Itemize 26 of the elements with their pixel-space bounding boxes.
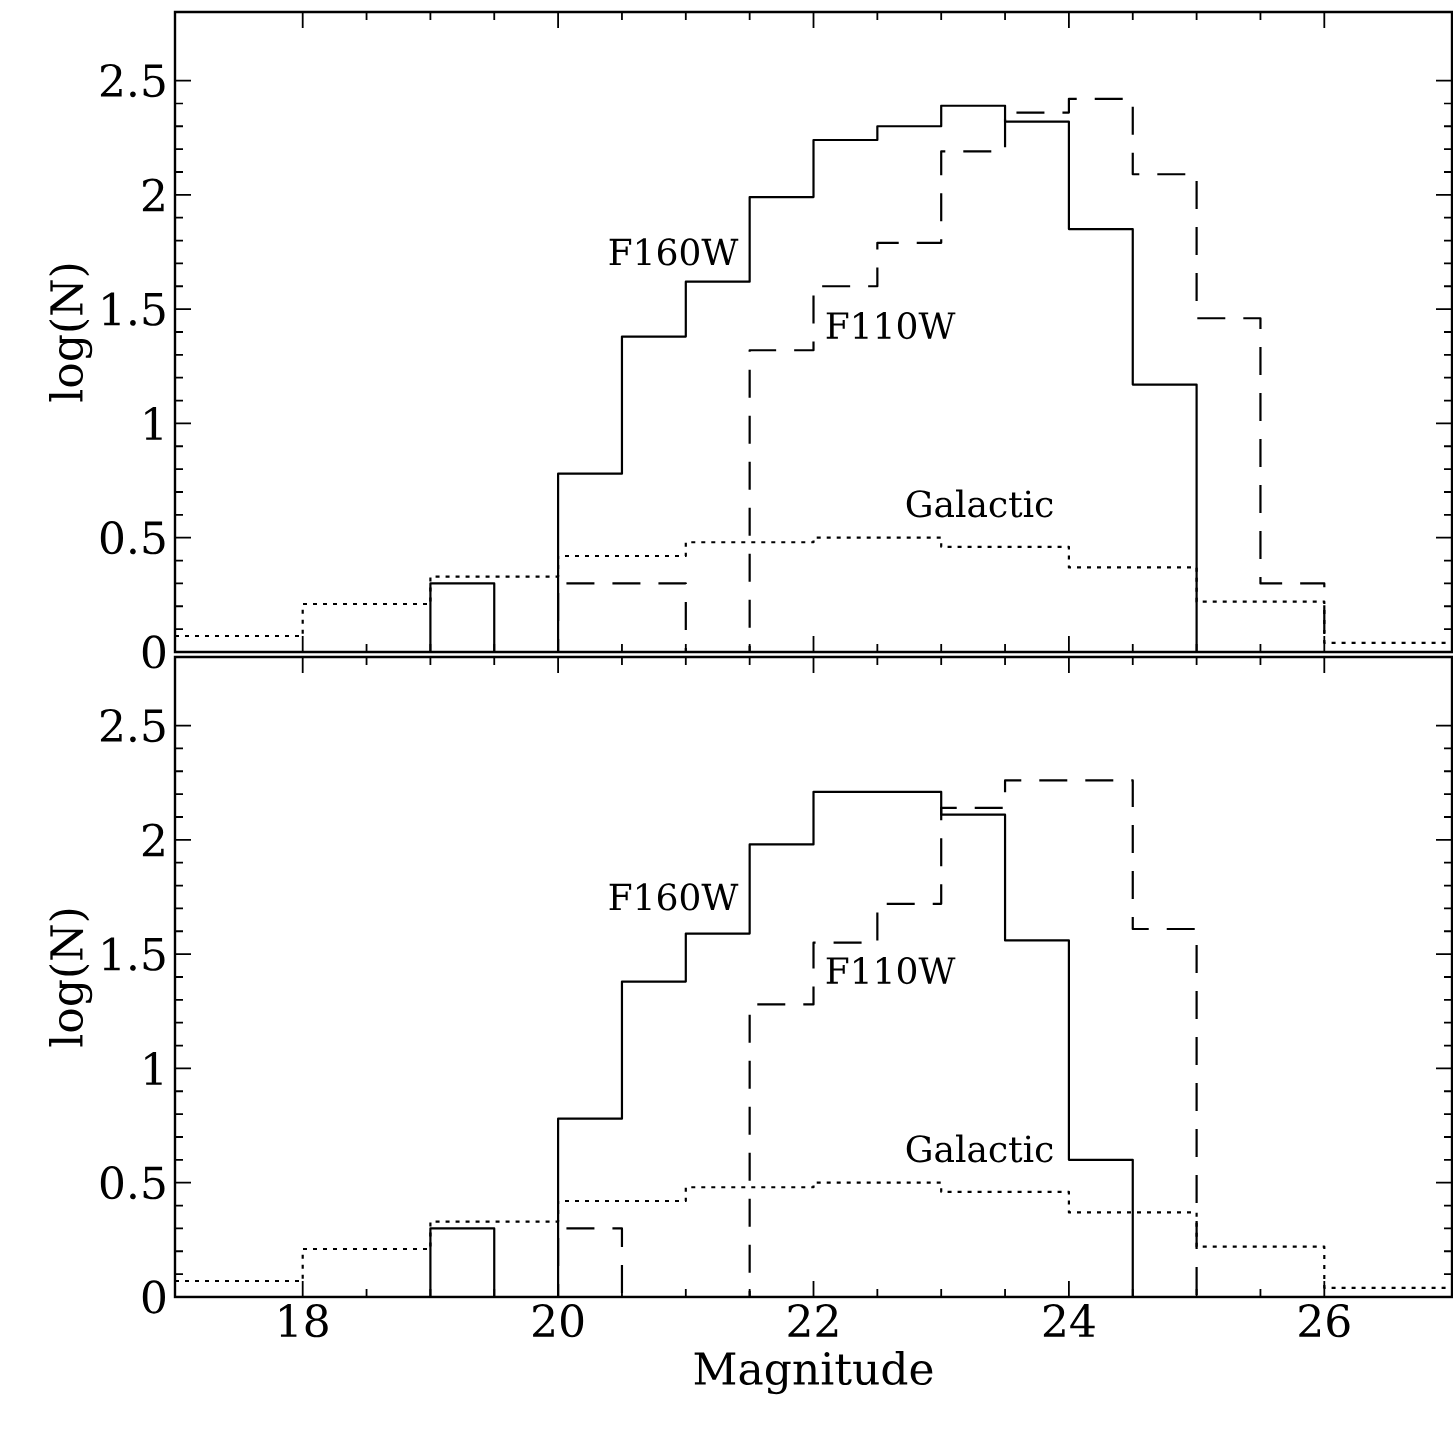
y-tick-label: 2.5: [100, 63, 165, 98]
x-axis-title: Magnitude: [694, 1351, 933, 1395]
y-axis-title: log(N): [49, 909, 93, 1047]
annotation: F160W: [609, 238, 739, 266]
x-tick-label: 26: [1299, 1304, 1350, 1338]
y-tick-label: 1: [145, 1052, 162, 1085]
x-tick-label: 22: [788, 1304, 838, 1337]
x-tick-label: 24: [1043, 1304, 1095, 1337]
annotation: Galactic: [906, 1134, 1053, 1163]
annotation: F110W: [826, 311, 956, 340]
y-tick-label: 0: [142, 635, 165, 669]
y-tick-label: 0.5: [100, 521, 165, 555]
x-tick-label: 20: [533, 1304, 584, 1338]
y-tick-label: 1.5: [103, 292, 165, 326]
annotation: F110W: [826, 956, 956, 985]
annotation: Galactic: [906, 489, 1053, 518]
y-tick-label: 1.5: [103, 937, 165, 971]
y-tick-label: 2: [142, 178, 164, 212]
y-tick-label: 0.5: [100, 1166, 165, 1200]
x-tick-label: 18: [280, 1304, 328, 1338]
y-axis-title: log(N): [49, 264, 93, 402]
y-tick-label: 2: [142, 823, 164, 857]
y-tick-label: 2.5: [100, 708, 165, 743]
annotation: F160W: [609, 883, 739, 911]
y-tick-label: 1: [145, 407, 162, 440]
y-tick-label: 0: [142, 1280, 165, 1314]
